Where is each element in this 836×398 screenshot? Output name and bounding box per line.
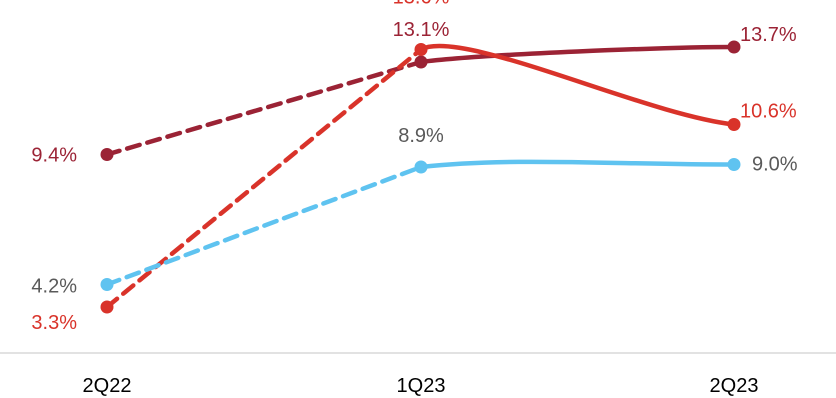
- series-layer: [100, 40, 741, 314]
- series-1-point-2Q23: [727, 40, 741, 54]
- x-tick-label-2Q23: 2Q23: [710, 375, 759, 397]
- series-2-label-2Q22: 3.3%: [31, 312, 77, 334]
- series-1-segment-dashed: [104, 59, 424, 157]
- series-1-point-1Q23: [414, 55, 428, 69]
- series-3-point-2Q22: [100, 278, 114, 291]
- series-2-point-2Q22: [100, 300, 114, 314]
- series-2-segment-solid: [418, 43, 737, 127]
- series-3-label-2Q22: 4.2%: [31, 276, 77, 298]
- series-2-label-1Q23: 13.6%: [393, 0, 450, 9]
- x-tick-label-1Q23: 1Q23: [397, 375, 446, 397]
- series-3-segment-solid: [418, 159, 737, 170]
- series-2-point-1Q23: [414, 43, 428, 56]
- series-1-segment-solid: [418, 44, 737, 65]
- data-label-layer: 9.4% 13.1% 13.7% 3.3% 13.6% 10.6% 4.2% 8.9% 9.0%: [31, 0, 797, 334]
- x-tick-layer: 2Q22 1Q23 2Q23: [83, 375, 759, 397]
- series-3-label-2Q23: 9.0%: [752, 154, 798, 176]
- series-3-label-1Q23: 8.9%: [398, 125, 444, 147]
- series-3-point-1Q23: [414, 160, 428, 174]
- series-2-label-2Q23: 10.6%: [740, 101, 797, 123]
- series-3-segment-dashed: [104, 164, 424, 287]
- series-1-label-2Q23: 13.7%: [740, 24, 797, 46]
- x-tick-label-2Q22: 2Q22: [83, 375, 132, 397]
- series-1-point-2Q22: [100, 148, 114, 161]
- series-2-point-2Q23: [727, 118, 741, 131]
- series-1-label-1Q23: 13.1%: [393, 19, 450, 41]
- series-1-label-2Q22: 9.4%: [31, 145, 77, 167]
- series-3-point-2Q23: [727, 158, 741, 171]
